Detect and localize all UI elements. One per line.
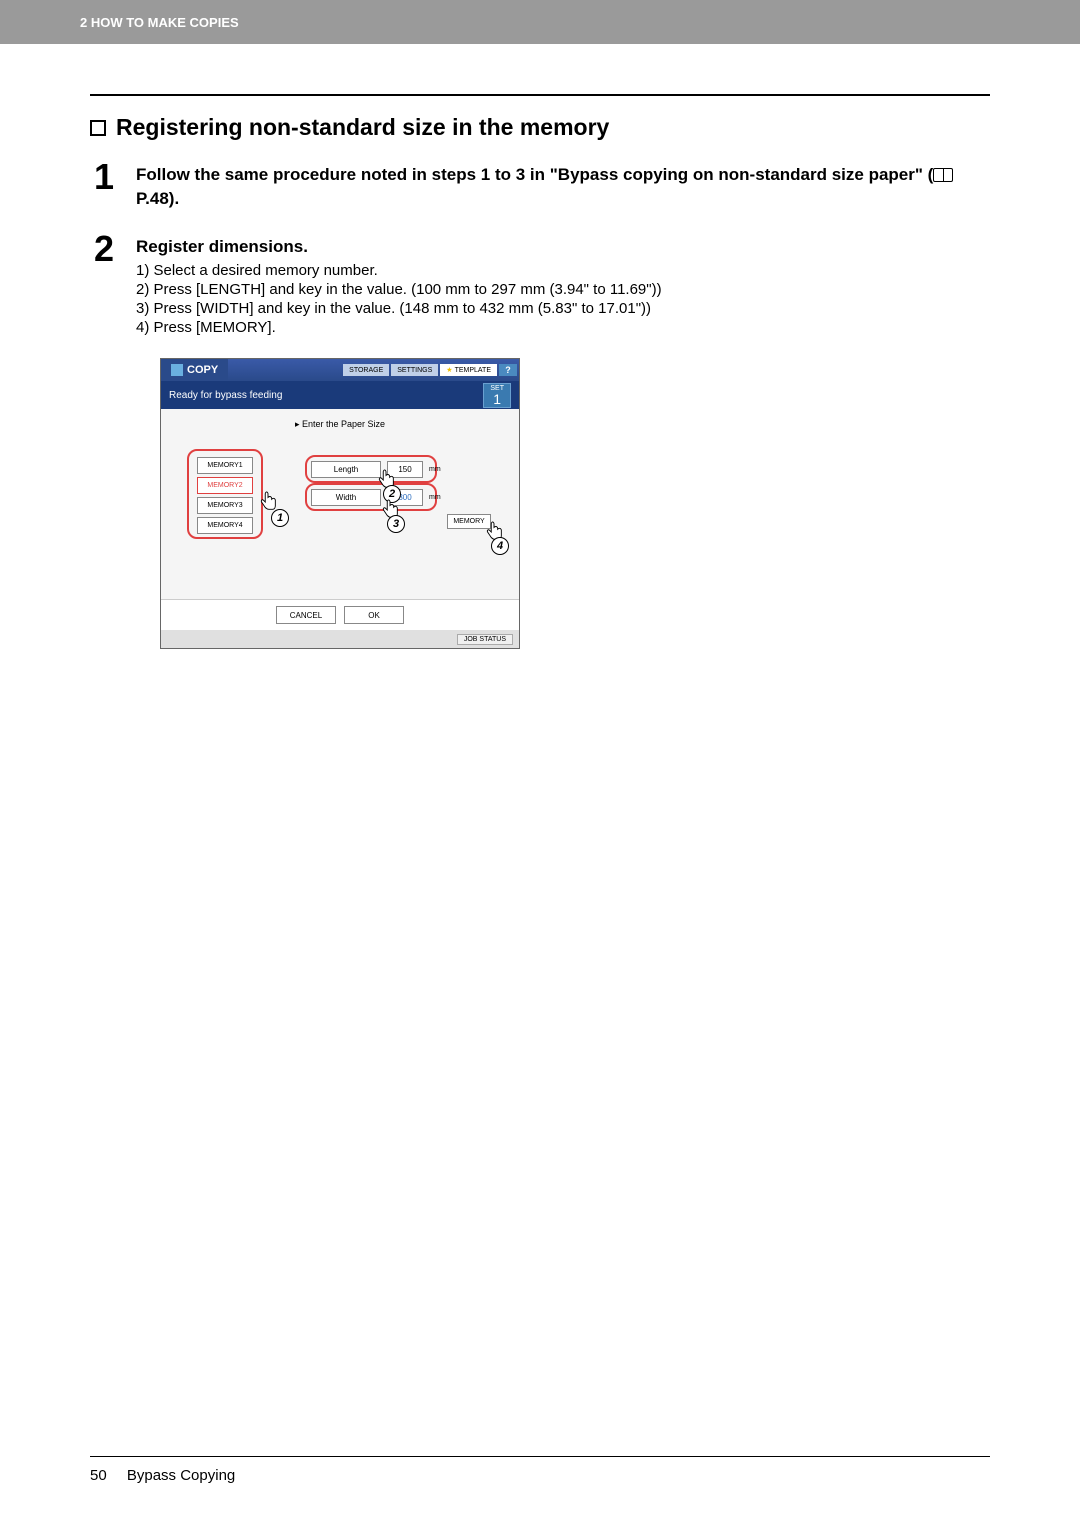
- ok-button[interactable]: OK: [344, 606, 404, 624]
- header-bar: 2 HOW TO MAKE COPIES: [0, 0, 1080, 44]
- screenshot-main: Enter the Paper Size MEMORY1 MEMORY2 MEM…: [161, 409, 519, 599]
- callout-4: 4: [491, 537, 509, 555]
- callout-3: 3: [387, 515, 405, 533]
- section-title: Registering non-standard size in the mem…: [90, 114, 990, 141]
- step-1: 1 Follow the same procedure noted in ste…: [90, 159, 990, 211]
- width-row: Width 300 mm: [311, 489, 441, 506]
- width-button[interactable]: Width: [311, 489, 381, 506]
- step-2-sublist: 1) Select a desired memory number. 2) Pr…: [136, 262, 990, 336]
- copy-mode-label: COPY: [161, 359, 228, 381]
- memory1-button[interactable]: MEMORY1: [197, 457, 253, 474]
- tab-settings[interactable]: SETTINGS: [391, 364, 438, 376]
- page-number: 50: [90, 1467, 107, 1484]
- enter-prompt: Enter the Paper Size: [161, 419, 519, 430]
- set-indicator: SET 1: [483, 383, 511, 408]
- book-icon: [933, 168, 953, 182]
- step-2: 2 Register dimensions. 1) Select a desir…: [90, 231, 990, 339]
- status-text: Ready for bypass feeding: [169, 390, 282, 401]
- sub-item: 4) Press [MEMORY].: [136, 319, 990, 336]
- tab-template[interactable]: TEMPLATE: [440, 364, 497, 376]
- page-footer: 50 Bypass Copying: [90, 1456, 990, 1484]
- sub-item: 3) Press [WIDTH] and key in the value. (…: [136, 300, 990, 317]
- rule-top: [90, 94, 990, 96]
- screenshot-bottom-bar: CANCEL OK: [161, 599, 519, 630]
- copy-icon: [171, 364, 183, 376]
- step-number: 1: [90, 159, 118, 195]
- step-number: 2: [90, 231, 118, 267]
- memory4-button[interactable]: MEMORY4: [197, 517, 253, 534]
- square-bullet-icon: [90, 120, 106, 136]
- memory3-button[interactable]: MEMORY3: [197, 497, 253, 514]
- length-button[interactable]: Length: [311, 461, 381, 478]
- header-chapter: 2 HOW TO MAKE COPIES: [80, 15, 239, 30]
- footer-title: Bypass Copying: [127, 1467, 235, 1484]
- mm-label: mm: [429, 494, 441, 501]
- tab-storage[interactable]: STORAGE: [343, 364, 389, 376]
- screenshot-footer: JOB STATUS: [161, 630, 519, 648]
- job-status-button[interactable]: JOB STATUS: [457, 634, 513, 645]
- step-1-text: Follow the same procedure noted in steps…: [136, 163, 990, 211]
- rule-bottom: [90, 1456, 990, 1457]
- memory2-button[interactable]: MEMORY2: [197, 477, 253, 494]
- copier-screenshot: COPY STORAGE SETTINGS TEMPLATE ? Ready f…: [160, 358, 520, 649]
- sub-item: 2) Press [LENGTH] and key in the value. …: [136, 281, 990, 298]
- cancel-button[interactable]: CANCEL: [276, 606, 336, 624]
- mm-label: mm: [429, 466, 441, 473]
- help-button[interactable]: ?: [499, 364, 517, 376]
- memory-column: MEMORY1 MEMORY2 MEMORY3 MEMORY4: [197, 457, 253, 537]
- step-2-title: Register dimensions.: [136, 235, 990, 259]
- screenshot-titlebar: COPY STORAGE SETTINGS TEMPLATE ?: [161, 359, 519, 381]
- section-title-text: Registering non-standard size in the mem…: [116, 114, 609, 141]
- sub-item: 1) Select a desired memory number.: [136, 262, 990, 279]
- callout-1: 1: [271, 509, 289, 527]
- status-bar: Ready for bypass feeding SET 1: [161, 381, 519, 409]
